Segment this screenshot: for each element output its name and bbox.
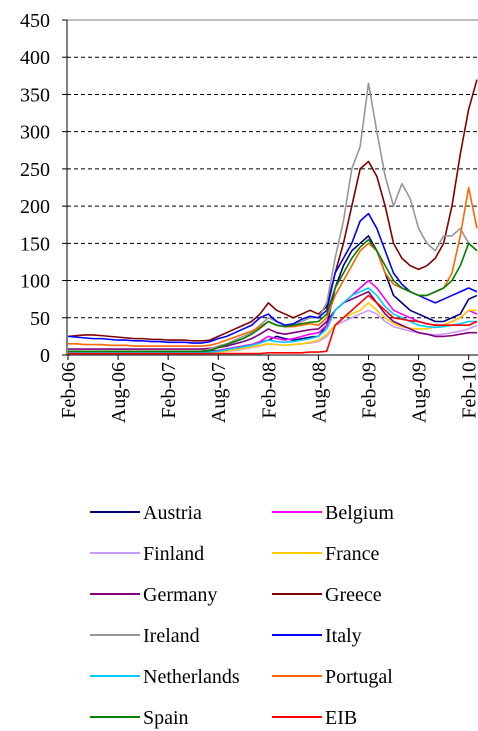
x-tick-label: Aug-09	[409, 362, 431, 423]
plot-lines	[67, 79, 478, 356]
y-tick-label: 400	[20, 47, 50, 69]
grid	[67, 19, 478, 319]
series-line	[68, 238, 478, 353]
y-tick-label: 200	[20, 196, 50, 218]
y-tick-label: 150	[20, 233, 50, 255]
legend-label: Belgium	[325, 502, 394, 524]
x-tick-label: Feb-07	[158, 362, 180, 419]
y-tick-label: 250	[20, 159, 50, 181]
legend-label: Spain	[143, 707, 189, 729]
y-tick-label: 0	[40, 345, 50, 367]
x-tick-label: Feb-10	[459, 362, 478, 419]
x-tick-label: Aug-08	[308, 362, 330, 423]
legend-label: Italy	[325, 625, 362, 647]
legend-label: France	[325, 543, 380, 565]
axes: 0 50 100 150 200 250 300 350 400 450 Feb-06 Aug-06 F…	[20, 10, 478, 423]
x-tick-label: Feb-09	[358, 362, 380, 419]
legend-label: Germany	[143, 584, 217, 606]
series-line	[68, 290, 477, 350]
legend-label: Finland	[143, 543, 204, 565]
y-tick-label: 100	[20, 271, 50, 293]
legend-label: Austria	[143, 502, 202, 524]
y-tick-label: 450	[20, 10, 50, 32]
x-tick-label: Aug-06	[108, 362, 130, 423]
legend-label: Greece	[325, 584, 382, 606]
x-tick-label: Feb-08	[258, 362, 280, 419]
series-line	[67, 79, 478, 342]
legend-label: EIB	[325, 707, 357, 729]
legend: Austria Belgium Finland France Germany Greece…	[90, 502, 394, 729]
series-line	[68, 186, 478, 347]
x-tick-label: Feb-06	[58, 362, 80, 419]
y-tick-label: 300	[20, 122, 50, 144]
y-tick-label: 350	[20, 84, 50, 106]
y-tick-label: 50	[30, 308, 50, 330]
legend-label: Portugal	[325, 666, 393, 688]
legend-label: Netherlands	[143, 666, 240, 688]
legend-label: Ireland	[143, 625, 200, 647]
x-tick-label: Aug-07	[208, 362, 230, 423]
series-line	[68, 294, 478, 355]
